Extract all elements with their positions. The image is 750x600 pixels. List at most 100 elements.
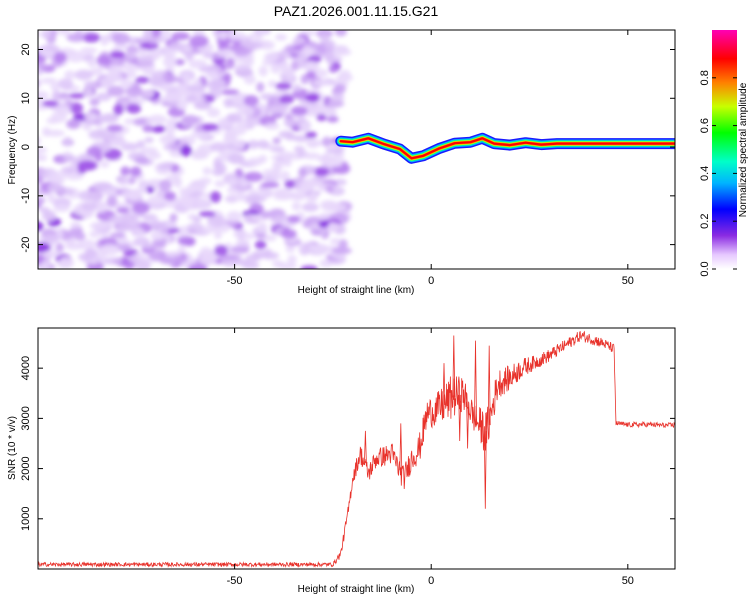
noise-blob [126, 103, 142, 114]
noise-blob [230, 31, 246, 41]
noise-blob [262, 169, 281, 176]
noise-blob [329, 238, 341, 245]
noise-blob [140, 89, 155, 99]
noise-blob [193, 101, 210, 110]
noise-blob [244, 171, 264, 182]
colorbar-tick-label: 0.6 [699, 118, 711, 133]
noise-blob [328, 212, 348, 220]
noise-blob [120, 166, 131, 176]
noise-blob [80, 47, 98, 54]
noise-blob [96, 201, 107, 213]
snr-panel: -50 0 50 1000 2000 3000 4000 Height of straig… [7, 327, 676, 595]
noise-blob [227, 153, 245, 165]
noise-blob [148, 76, 166, 87]
colorbar-tick-label: 0.4 [699, 166, 711, 181]
noise-blob [84, 249, 97, 261]
noise-blob [51, 94, 69, 101]
noise-blob [209, 191, 222, 203]
snr-x-tick-label: 0 [428, 575, 434, 587]
noise-blob [311, 228, 323, 236]
colorbar-tick-label: 0.2 [699, 214, 711, 229]
noise-blob [206, 70, 220, 80]
noise-blob [110, 50, 126, 59]
spectrogram-x-tick-label: -50 [227, 275, 243, 287]
noise-blob [318, 220, 329, 229]
noise-blob [73, 204, 84, 216]
noise-blob [120, 79, 134, 89]
noise-blob [199, 253, 217, 266]
noise-blob [181, 114, 199, 126]
noise-blob [180, 44, 192, 53]
noise-blob [249, 194, 267, 203]
noise-blob [319, 34, 330, 43]
noise-blob [188, 59, 208, 69]
noise-blob [133, 118, 146, 126]
noise-blob [41, 77, 58, 85]
noise-blob [77, 160, 97, 171]
spectrogram-y-tick-label: -20 [20, 237, 32, 253]
noise-blob [282, 157, 292, 167]
chart-title: PAZ1.2026.001.11.15.G21 [274, 3, 439, 19]
noise-blob [292, 84, 302, 92]
noise-blob [236, 189, 245, 202]
noise-blob [233, 229, 248, 239]
noise-blob [84, 112, 98, 122]
noise-blob [316, 114, 327, 122]
noise-blob [38, 78, 42, 89]
noise-blob [287, 254, 297, 264]
noise-blob [171, 31, 190, 41]
noise-blob [313, 79, 331, 87]
noise-blob [300, 178, 318, 187]
noise-blob [58, 30, 71, 36]
noise-blob [216, 163, 227, 175]
snr-background [38, 328, 675, 569]
spectrogram-y-tick-label: -10 [20, 188, 32, 204]
noise-blob [273, 193, 293, 201]
noise-blob [38, 63, 49, 70]
noise-blob [285, 68, 295, 79]
noise-blob [285, 243, 295, 253]
noise-blob [126, 45, 138, 54]
noise-blob [259, 40, 275, 50]
noise-blob [59, 256, 74, 269]
noise-blob [88, 129, 109, 140]
noise-blob [64, 172, 84, 181]
noise-blob [306, 92, 320, 103]
signal-ridge-band [339, 137, 675, 160]
noise-blob [63, 154, 77, 162]
noise-blob [165, 251, 182, 258]
noise-blob [130, 166, 142, 177]
noise-blob [256, 82, 265, 93]
noise-blob [328, 65, 338, 73]
colorbar-axis: 0.0 0.2 0.4 0.6 0.8 [699, 70, 737, 277]
noise-blob [38, 31, 41, 38]
noise-blob [184, 49, 194, 62]
spectrogram-frame [37, 29, 676, 270]
noise-blob [217, 48, 235, 58]
noise-blob [38, 221, 44, 232]
noise-blob [107, 85, 125, 97]
noise-blob [177, 246, 186, 254]
noise-blob [114, 42, 127, 50]
noise-blob [226, 211, 242, 223]
noise-blob [107, 71, 123, 83]
noise-blob [68, 92, 86, 99]
noise-blob [311, 106, 326, 115]
snr-frame [37, 327, 676, 570]
noise-blob [223, 72, 232, 83]
noise-blob [97, 247, 108, 260]
noise-blob [100, 34, 109, 46]
noise-blob [65, 243, 84, 250]
noise-blob [200, 247, 212, 256]
noise-blob [43, 250, 62, 257]
noise-blob [192, 216, 202, 223]
noise-blob [279, 94, 294, 104]
noise-blob [128, 256, 140, 263]
noise-blob [38, 174, 44, 185]
spectrogram-y-label: Frequency (Hz) [7, 116, 18, 185]
noise-blob [38, 154, 43, 162]
noise-blob [230, 246, 250, 253]
noise-blob [86, 146, 102, 158]
noise-blob [107, 139, 128, 147]
